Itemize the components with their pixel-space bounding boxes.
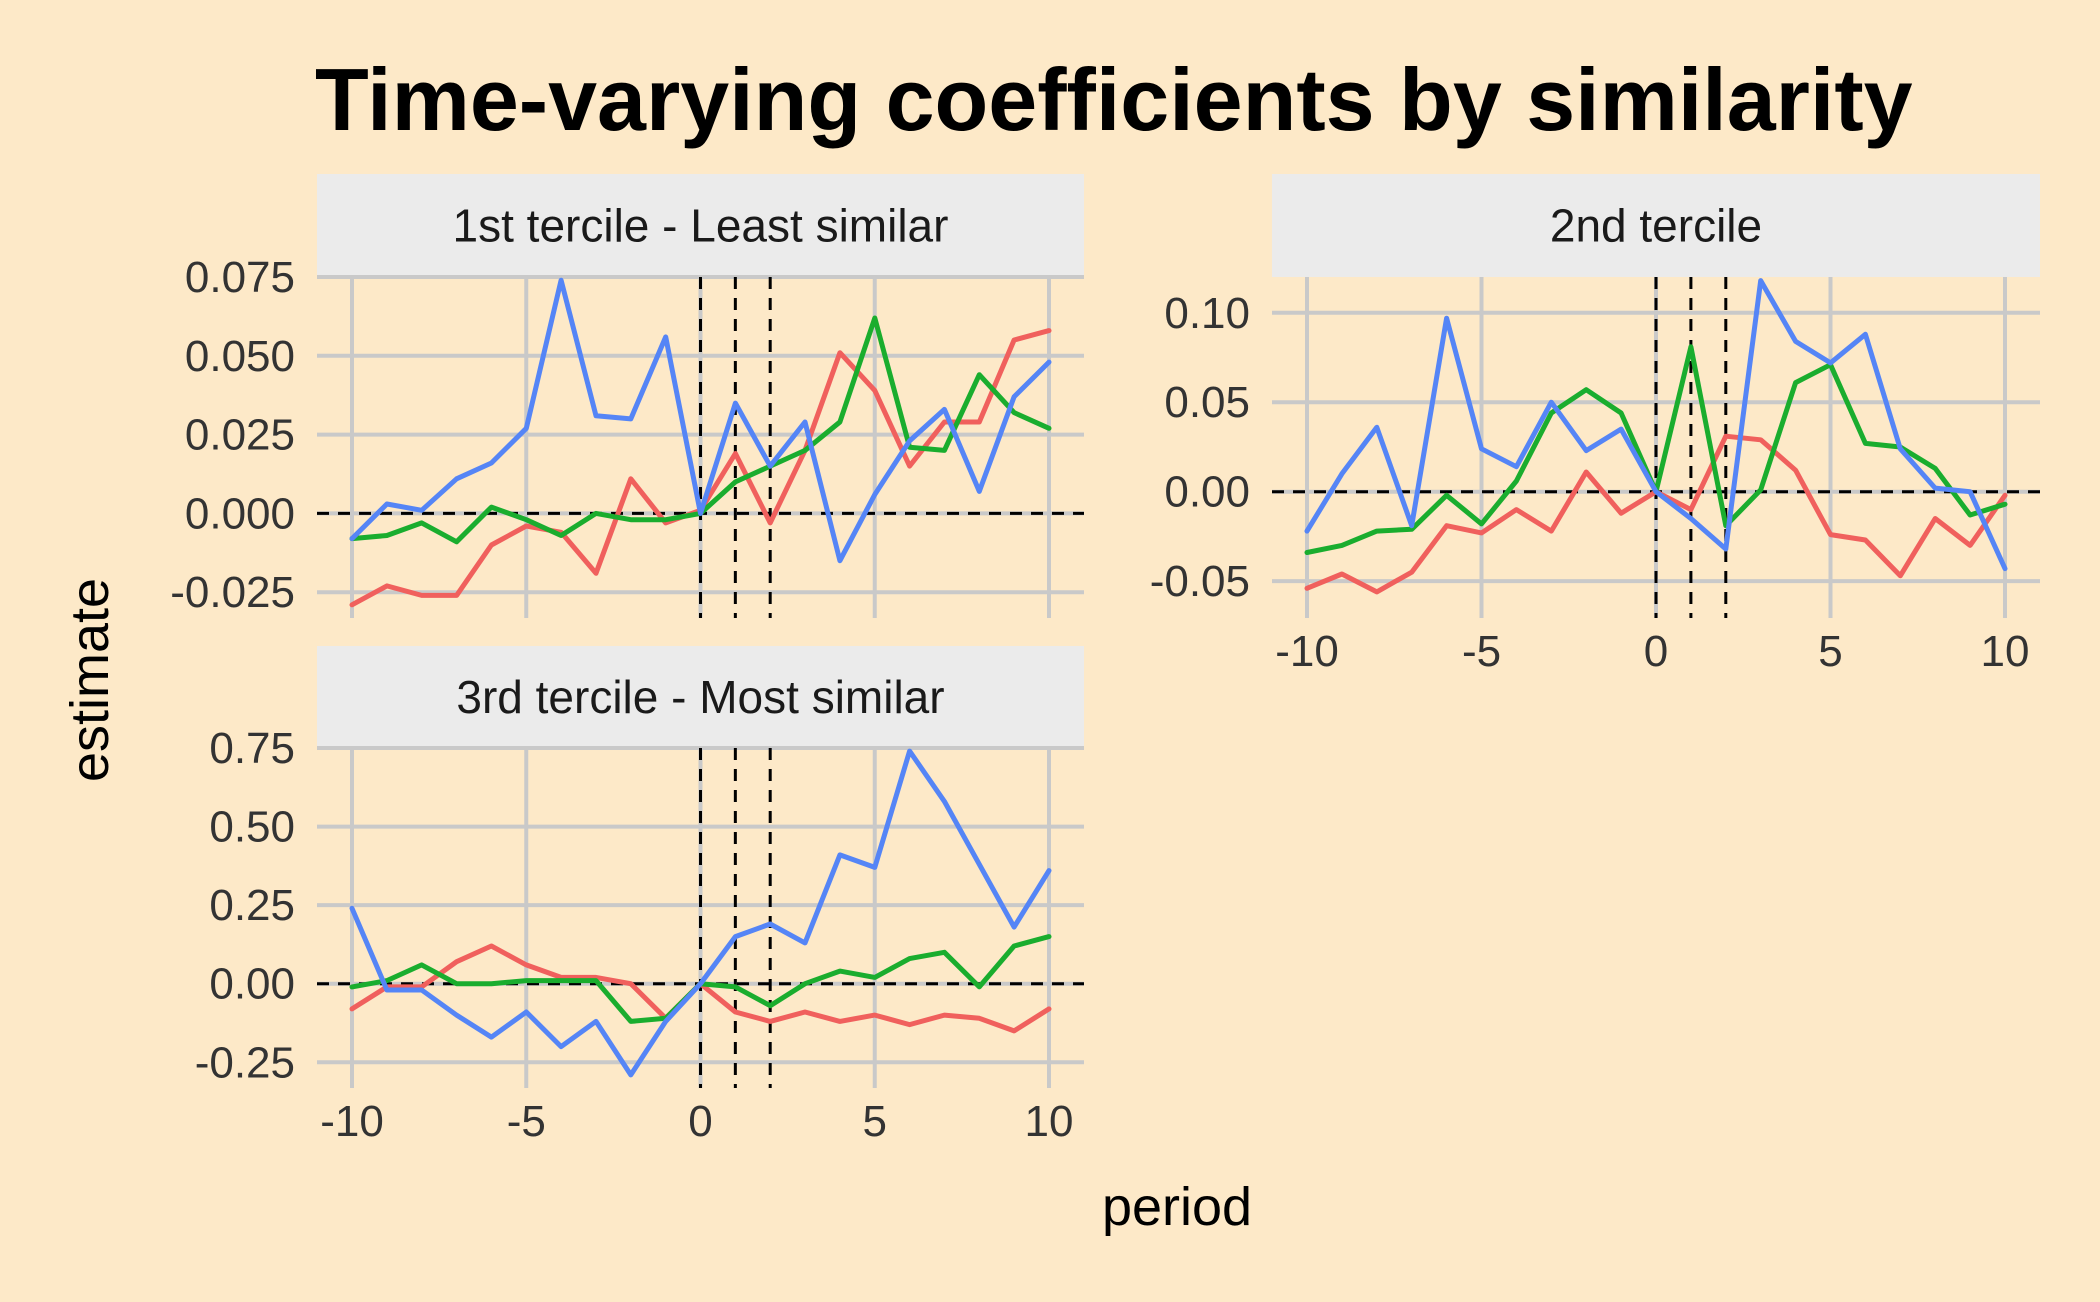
facet-panels: 1st tercile - Least similar-0.0250.0000.… [170,174,2040,1146]
y-tick-label: 0.50 [209,803,295,852]
facet-strip-label: 1st tercile - Least similar [453,200,949,252]
y-tick-label: 0.000 [185,489,295,538]
y-tick-label: 0.75 [209,724,295,773]
x-tick-label: 5 [1818,627,1842,676]
facet-panel: 2nd tercile -0.05 0.00 0.05 0.10 -10 -5 0 5 10 [1150,174,2040,676]
x-tick-label: 0 [688,1097,712,1146]
x-tick-label: -5 [507,1097,546,1146]
x-tick-label: 10 [1981,627,2030,676]
y-tick-label: 0.050 [185,332,295,381]
y-axis-title: estimate [60,578,120,782]
series-line [1304,278,2008,572]
y-tick-label: 0.00 [1164,468,1250,517]
facet-strip-label: 2nd tercile [1550,200,1762,252]
facet-panel: 3rd tercile - Most similar -0.25 0.00 0.25 0… [195,646,1084,1146]
x-tick-label: -10 [1275,627,1339,676]
x-tick-label: -5 [1462,627,1501,676]
series-line [349,277,1052,564]
facet-strip [317,646,1084,748]
y-tick-label: 0.00 [209,960,295,1009]
y-tick-label: 0.10 [1164,289,1250,338]
y-tick-label: 0.025 [185,411,295,460]
y-tick-label: 0.05 [1164,378,1250,427]
x-tick-label: 0 [1644,627,1668,676]
x-tick-label: 10 [1025,1097,1074,1146]
x-tick-label: -10 [320,1097,384,1146]
x-axis-title: period [1102,1177,1252,1237]
y-tick-label: -0.05 [1150,557,1250,606]
y-tick-label: -0.25 [195,1038,295,1087]
facet-strip [317,174,1084,277]
facet-panel: 1st tercile - Least similar -0.025 0.000 0.… [170,174,1084,618]
y-tick-label: 0.25 [209,881,295,930]
x-tick-label: 5 [863,1097,887,1146]
series-line [349,748,1052,1078]
y-tick-label: -0.025 [170,568,295,617]
facet-strip [1272,174,2040,277]
y-tick-label: 0.075 [185,253,295,302]
facet-strip-label: 3rd tercile - Most similar [456,671,944,723]
chart-title: Time-varying coefficients by similarity [315,50,1913,149]
